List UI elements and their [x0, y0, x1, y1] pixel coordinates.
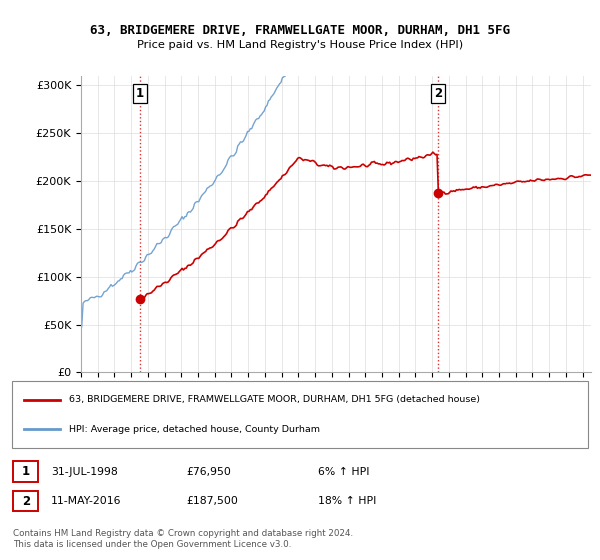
Text: £76,950: £76,950	[186, 466, 231, 477]
Text: 6% ↑ HPI: 6% ↑ HPI	[318, 466, 370, 477]
Text: 63, BRIDGEMERE DRIVE, FRAMWELLGATE MOOR, DURHAM, DH1 5FG (detached house): 63, BRIDGEMERE DRIVE, FRAMWELLGATE MOOR,…	[69, 395, 480, 404]
Text: 18% ↑ HPI: 18% ↑ HPI	[318, 496, 376, 506]
Text: Contains HM Land Registry data © Crown copyright and database right 2024.
This d: Contains HM Land Registry data © Crown c…	[13, 529, 353, 549]
Text: HPI: Average price, detached house, County Durham: HPI: Average price, detached house, Coun…	[69, 424, 320, 433]
Text: 2: 2	[22, 494, 30, 508]
Text: 1: 1	[22, 465, 30, 478]
Text: 63, BRIDGEMERE DRIVE, FRAMWELLGATE MOOR, DURHAM, DH1 5FG: 63, BRIDGEMERE DRIVE, FRAMWELLGATE MOOR,…	[90, 24, 510, 36]
Text: 2: 2	[434, 87, 442, 100]
Text: 1: 1	[136, 87, 144, 100]
Text: 11-MAY-2016: 11-MAY-2016	[51, 496, 121, 506]
Text: £187,500: £187,500	[186, 496, 238, 506]
Text: Price paid vs. HM Land Registry's House Price Index (HPI): Price paid vs. HM Land Registry's House …	[137, 40, 463, 50]
Text: 31-JUL-1998: 31-JUL-1998	[51, 466, 118, 477]
